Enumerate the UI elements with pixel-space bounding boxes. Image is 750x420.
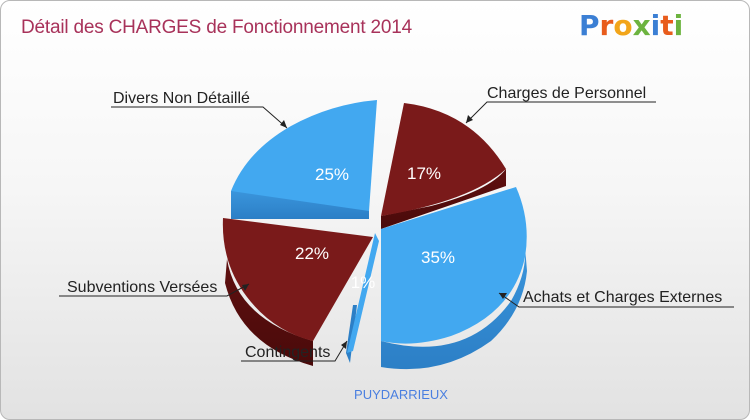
leader-line-subventions — [59, 283, 250, 297]
slice-side-personnel — [381, 169, 506, 229]
slice-achats-et-charges-externes — [381, 187, 527, 344]
slice-divers-non-detaille — [231, 100, 377, 211]
commune-label: PUYDARRIEUX — [354, 387, 448, 402]
pct-label-contingents: 1% — [351, 273, 376, 292]
leader-line-personnel — [465, 101, 656, 124]
slice-charges-de-personnel — [381, 103, 506, 216]
arrowhead-subventions — [242, 284, 249, 291]
slice-side-subventions — [225, 259, 313, 366]
slice-subventions-versees — [222, 218, 373, 341]
leader-lines — [59, 101, 734, 362]
pct-label-divers: 25% — [315, 165, 349, 184]
arrowhead-achats — [499, 293, 507, 299]
category-label-personnel: Charges de Personnel — [487, 85, 646, 102]
arrowhead-divers — [280, 120, 287, 128]
leader-arrowheads — [242, 115, 507, 349]
leader-line-achats — [498, 292, 734, 308]
leader-line-contingents — [241, 340, 348, 362]
slice-side-achats — [381, 247, 527, 370]
page-title: Détail des CHARGES de Fonctionnement 201… — [21, 17, 413, 38]
category-label-divers: Divers Non Détaillé — [113, 90, 250, 107]
category-label-subventions: Subventions Versées — [67, 279, 217, 296]
arrowhead-personnel — [466, 115, 473, 123]
pct-label-subventions: 22% — [295, 244, 329, 263]
leader-line-divers — [111, 106, 288, 129]
arrowhead-contingents — [341, 341, 347, 349]
pct-label-achats: 35% — [421, 248, 455, 267]
slice-contingents — [347, 233, 379, 353]
category-label-achats: Achats et Charges Externes — [523, 289, 722, 306]
pct-label-personnel: 17% — [407, 164, 441, 183]
category-label-contingents: Contingents — [245, 344, 330, 361]
